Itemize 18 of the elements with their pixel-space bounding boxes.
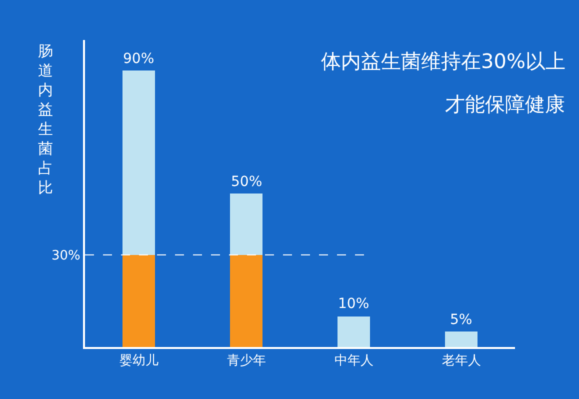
- x-tick-label: 老年人: [442, 354, 481, 369]
- bar: [122, 70, 155, 255]
- total-label: 10%: [338, 296, 370, 312]
- bar: [122, 254, 155, 347]
- total-label: 50%: [231, 174, 262, 190]
- x-tick-label: 婴幼儿: [119, 354, 158, 369]
- total-label: 90%: [123, 51, 154, 67]
- x-tick-label: 中年人: [334, 354, 374, 369]
- bar: [230, 254, 262, 347]
- total-label: 5%: [450, 312, 472, 328]
- annotation: 体内益生菌维持在30%以上: [321, 49, 566, 73]
- y-axis-title: 肠道内益生菌占比: [38, 42, 53, 196]
- annotation: 才能保障健康: [445, 92, 565, 116]
- bar: [230, 194, 262, 255]
- bar: [338, 316, 370, 347]
- x-tick-label: 青少年: [226, 354, 266, 369]
- bar: [445, 332, 478, 347]
- y-tick-label: 30%: [51, 248, 80, 264]
